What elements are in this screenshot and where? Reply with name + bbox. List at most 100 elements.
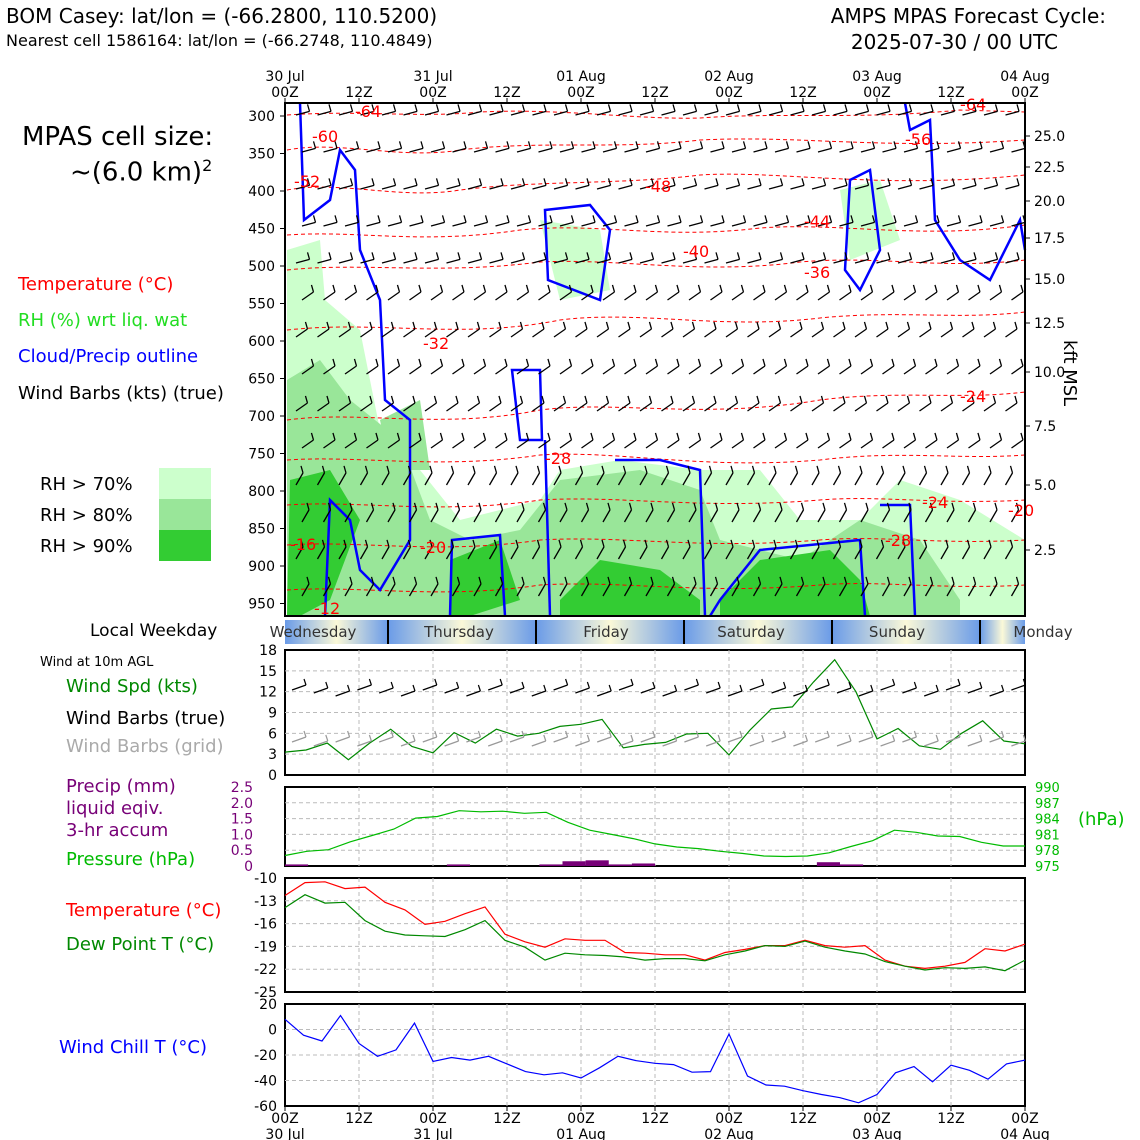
wind-barb	[538, 439, 551, 449]
wind-barb-flag	[392, 576, 396, 585]
wind-barb-flag	[665, 539, 670, 548]
wind-barb-flag	[611, 358, 616, 367]
wind-barb-flag	[799, 395, 803, 404]
wind-barb	[731, 509, 740, 523]
station-title: BOM Casey: lat/lon = (-66.2800, 110.5200…	[6, 4, 438, 28]
wind-barb-flag	[310, 432, 315, 441]
wind-barb	[731, 221, 746, 227]
wind-barb	[832, 472, 842, 486]
cell-size-text: ~(6.0 km)	[70, 157, 203, 188]
wind-barb-flag	[822, 576, 826, 585]
wind-barb-flag	[805, 358, 809, 367]
wind-barb	[645, 221, 660, 227]
wind-barb-flag	[429, 465, 433, 474]
wind-barb-flag	[648, 321, 653, 330]
temperature-contour-label: -24	[922, 493, 948, 512]
wind-barb-true	[793, 690, 808, 697]
wind-barb	[366, 147, 381, 153]
wind-barb-true-flag	[630, 678, 634, 686]
wind-barb	[510, 258, 525, 264]
wind-barb	[452, 147, 467, 153]
wind-barb-flag	[570, 141, 575, 149]
wind-barb	[903, 221, 918, 227]
wind-barb-grid	[793, 740, 808, 747]
wind-barb-true-flag	[303, 678, 307, 686]
legend-cloud: Cloud/Precip outline	[18, 346, 199, 367]
wind-barb	[1004, 546, 1014, 560]
wind-barb	[295, 402, 308, 412]
pressure-tick-label: 400	[248, 184, 275, 200]
wind-barb-flag	[412, 321, 416, 330]
wind-barb-flag	[734, 395, 739, 404]
wind-barb-true	[814, 684, 830, 691]
wind-barb	[446, 328, 459, 338]
wind-barb-grid-flag	[521, 730, 525, 738]
wind-barb	[602, 365, 615, 375]
wind-barb-flag	[783, 358, 788, 367]
wind-barb	[682, 258, 697, 264]
wind-barb-flag	[441, 141, 446, 149]
wind-barb-flag	[349, 252, 354, 260]
wind-barb-grid	[771, 736, 786, 743]
wind-barb-flag	[670, 321, 674, 330]
wind-barb-flag	[828, 215, 833, 223]
top-date-label: 04 Aug	[1000, 69, 1050, 85]
wind-barb-flag	[957, 215, 962, 223]
wind-barb	[574, 546, 584, 560]
wind-barb	[467, 184, 482, 190]
windchill-panel-ytick-label: -40	[254, 1074, 277, 1090]
wind-barb-flag	[816, 539, 820, 548]
wind-barb	[338, 258, 353, 264]
wind-barb-flag	[635, 141, 639, 149]
wind-barb	[639, 546, 648, 560]
wind-barb-flag	[370, 502, 375, 511]
wind-barb	[344, 583, 353, 597]
wind-barb-flag	[715, 104, 719, 112]
wind-barb-flag	[764, 215, 768, 223]
wind-barb	[946, 583, 955, 597]
wind-barb-grid	[596, 736, 612, 743]
wind-barb	[1010, 509, 1020, 523]
wind-barb	[559, 365, 572, 375]
wind-barb	[581, 221, 596, 227]
wind-barb-flag	[816, 465, 820, 474]
wind-barb-flag	[478, 178, 483, 186]
top-date-label: 31 Jul	[413, 69, 452, 85]
wind-barb-flag	[1000, 215, 1005, 223]
wind-barb	[882, 147, 897, 153]
wind-barb-flag	[826, 432, 831, 441]
wind-barb-flag	[779, 178, 784, 186]
temperature-contour	[286, 311, 1026, 331]
wind-barb	[946, 221, 961, 227]
pressure-ytick-label: 990	[1035, 781, 1060, 796]
wind-barb	[430, 147, 445, 153]
wind-barb	[559, 583, 568, 597]
wind-barb	[317, 402, 330, 412]
wind-barb	[790, 184, 805, 190]
wind-barb	[473, 583, 482, 597]
temperature-contour-label: -20	[420, 538, 446, 557]
wind-barb-flag	[592, 215, 596, 223]
wind-panel: 18 15 12 9 6 3 0	[259, 643, 1026, 784]
wind-barb	[596, 328, 609, 338]
wind-barb-flag	[654, 432, 659, 441]
wind-barb	[854, 546, 863, 560]
wind-barb	[796, 439, 809, 449]
wind-barb	[768, 472, 777, 486]
dewpoint-line	[284, 894, 1026, 972]
wind-barb-flag	[585, 502, 590, 511]
wind-barb	[817, 221, 832, 227]
wind-barb-flag	[697, 284, 702, 293]
wind-barb-grid-flag	[1022, 734, 1026, 742]
wind-barb-flag	[972, 502, 977, 511]
wind-barb	[989, 583, 998, 597]
wind-barb-flag	[418, 358, 422, 367]
wind-barb-true	[335, 690, 350, 697]
wind-barb-true-flag	[957, 678, 961, 686]
wind-barb	[789, 472, 799, 486]
pressure-unit-label: (hPa)	[1078, 809, 1125, 830]
wind-barb-flag	[310, 358, 315, 367]
temperature-contour-label: -24	[960, 387, 986, 406]
wind-barb	[860, 439, 873, 449]
rh-fill-region	[380, 400, 430, 470]
